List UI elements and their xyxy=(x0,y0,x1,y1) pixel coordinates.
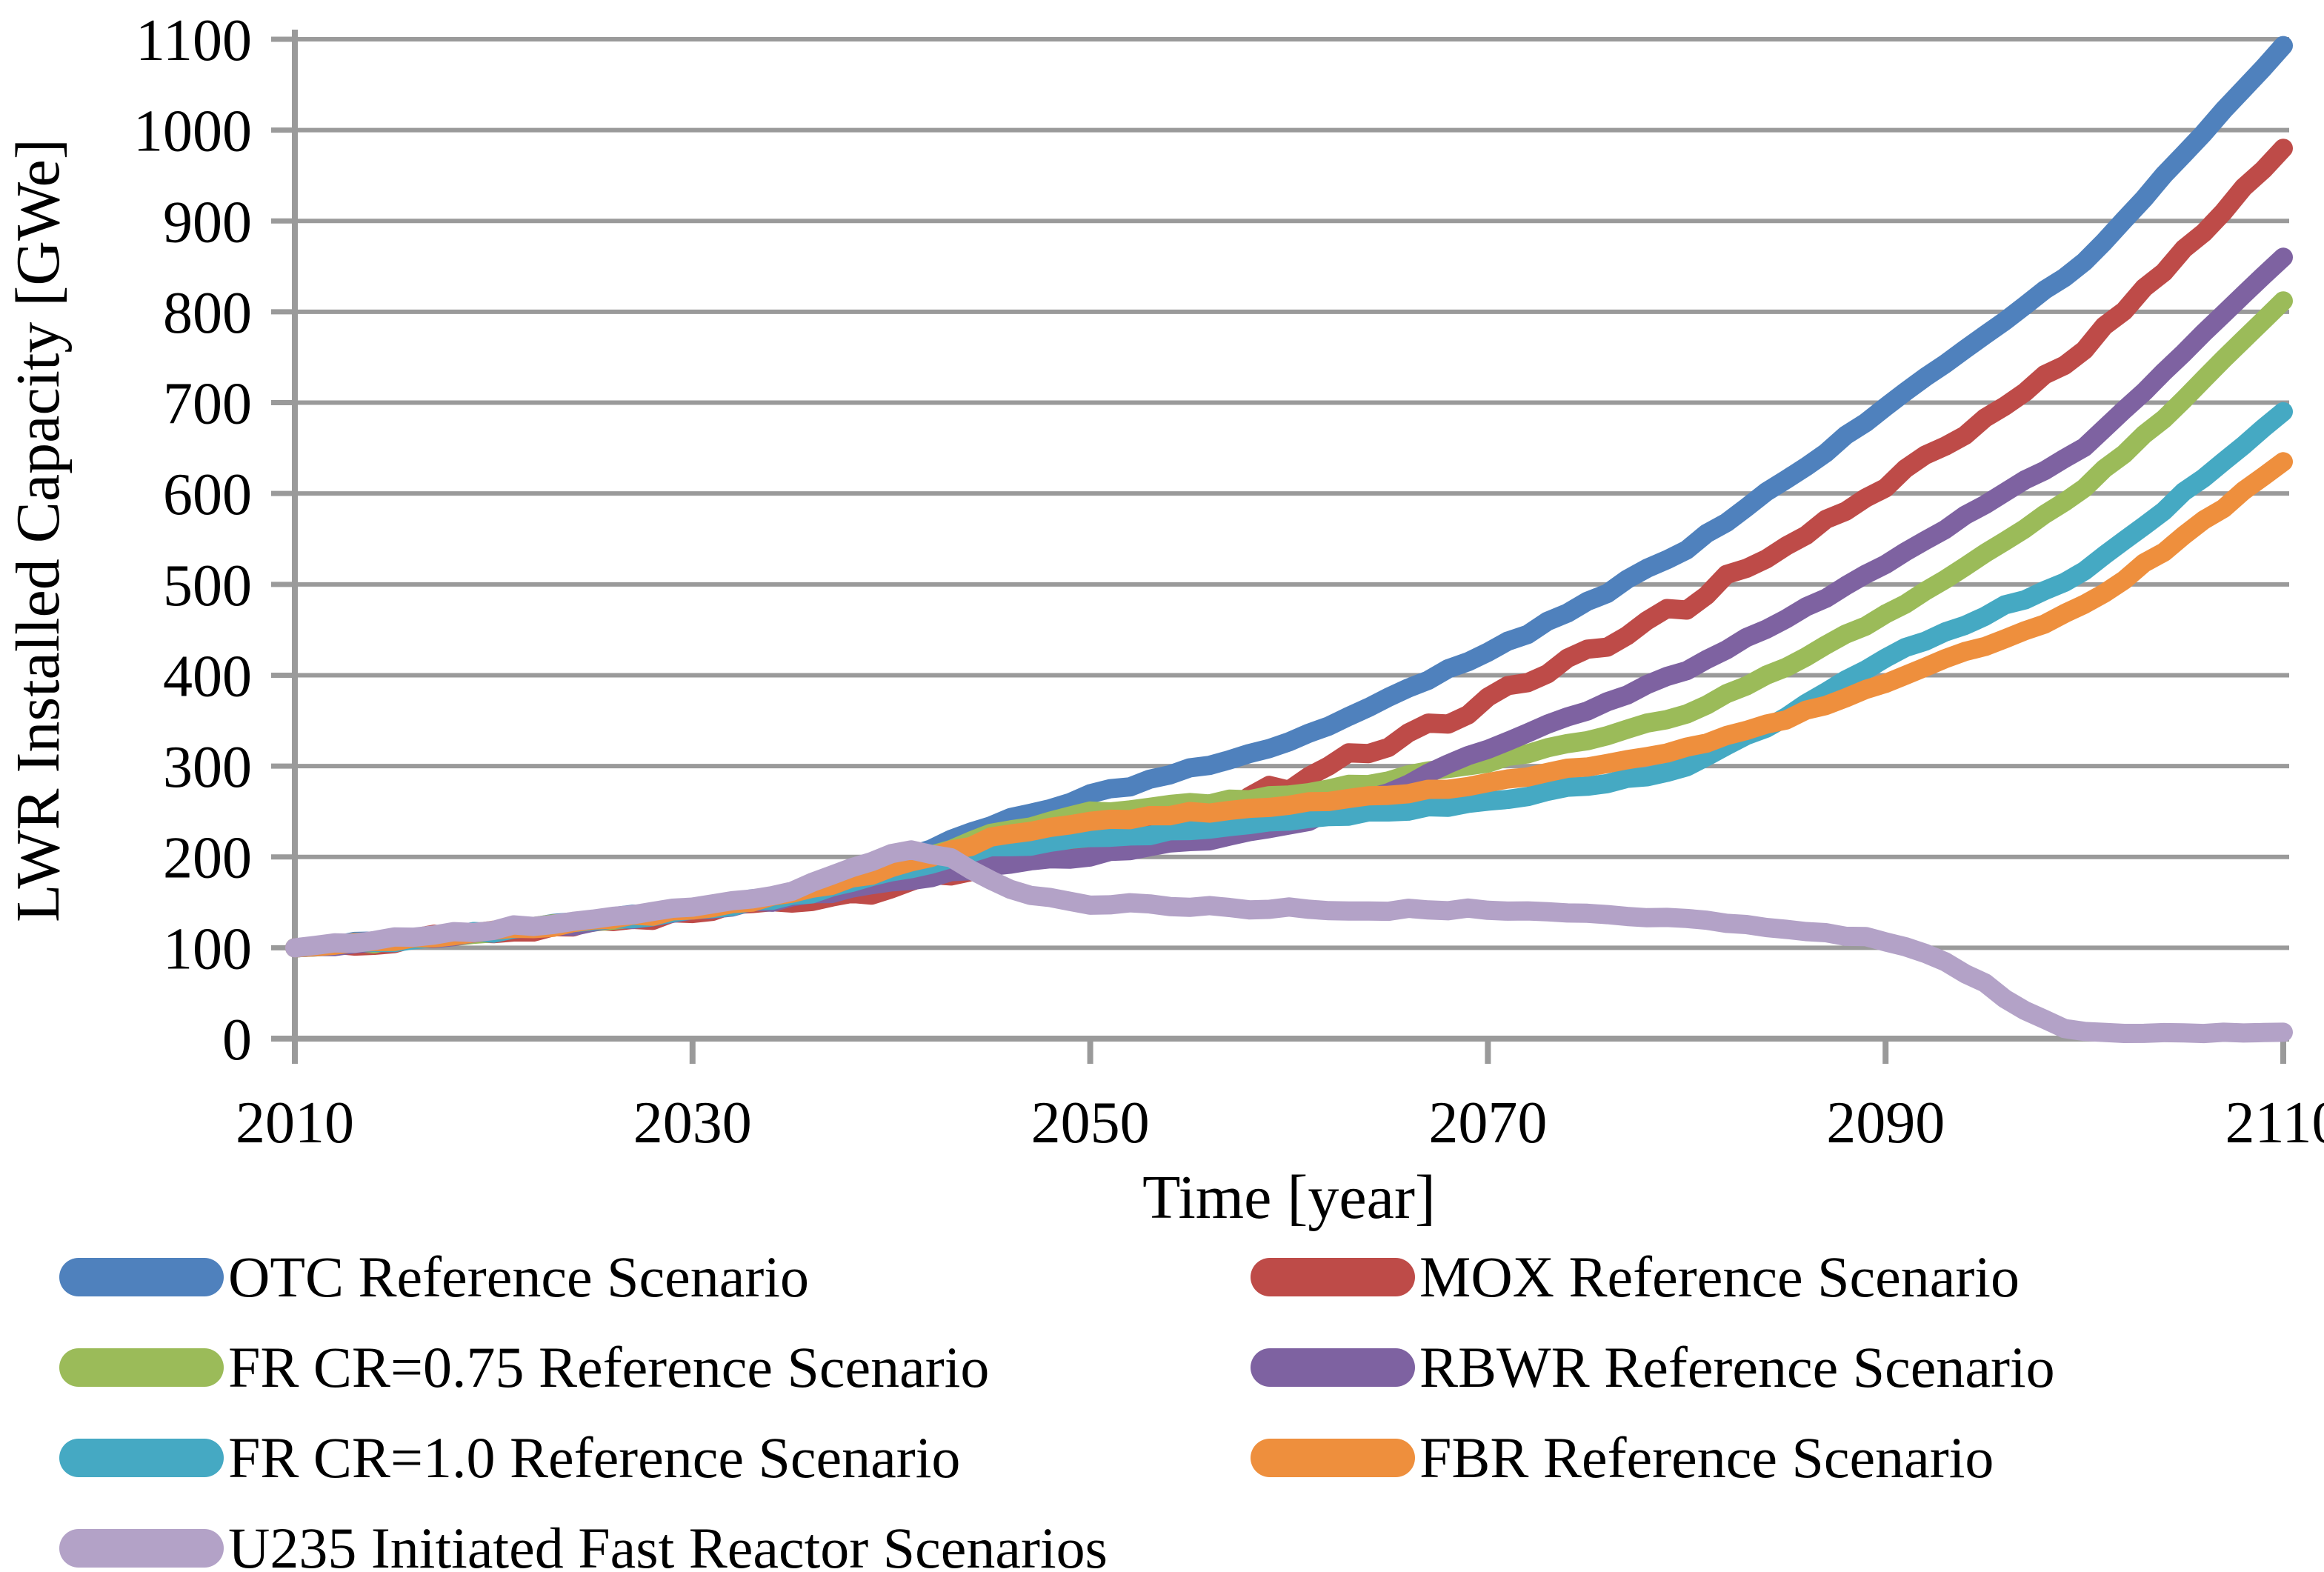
tick-label-x-2070: 2070 xyxy=(1428,1090,1547,1156)
legend-swatch-mox xyxy=(1251,1258,1415,1296)
legend-item: MOX Reference Scenario xyxy=(1251,1245,2020,1309)
tick-label-x-2050: 2050 xyxy=(1031,1090,1150,1156)
tick-label-y-900: 900 xyxy=(163,190,252,255)
legend-item: FR CR=0.75 Reference Scenario xyxy=(59,1335,990,1399)
tick-label-y-800: 800 xyxy=(163,281,252,346)
tick-label-y-300: 300 xyxy=(163,735,252,800)
legend-label-otc: OTC Reference Scenario xyxy=(228,1245,809,1309)
series-line-fbr-reference-scenario xyxy=(285,452,2293,958)
legend-label-u235: U235 Initiated Fast Reactor Scenarios xyxy=(228,1516,1108,1572)
legend-item: U235 Initiated Fast Reactor Scenarios xyxy=(59,1516,1108,1572)
tick-label-y-100: 100 xyxy=(163,916,252,982)
legend-item: OTC Reference Scenario xyxy=(59,1245,809,1309)
legend-swatch-u235 xyxy=(59,1529,224,1568)
tick-label-x-2110: 2110 xyxy=(2225,1090,2324,1156)
legend-label-fr-cr-075: FR CR=0.75 Reference Scenario xyxy=(228,1335,990,1399)
tick-label-x-2010: 2010 xyxy=(236,1090,354,1156)
legend-label-fbr: FBR Reference Scenario xyxy=(1419,1425,1994,1490)
y-axis-title: LWR Installed Capacity [GWe] xyxy=(4,139,73,922)
tick-label-x-2090: 2090 xyxy=(1826,1090,1945,1156)
tick-label-y-1100: 1100 xyxy=(136,8,252,73)
tick-label-y-0: 0 xyxy=(222,1008,252,1073)
legend-label-fr-cr-10: FR CR=1.0 Reference Scenario xyxy=(228,1425,961,1490)
legend-item: RBWR Reference Scenario xyxy=(1251,1335,2055,1399)
legend-label-mox: MOX Reference Scenario xyxy=(1419,1245,2020,1309)
tick-label-y-400: 400 xyxy=(163,644,252,709)
legend-swatch-fr-cr-10 xyxy=(59,1439,224,1477)
legend-item: FR CR=1.0 Reference Scenario xyxy=(59,1425,961,1490)
legend-label-rbwr: RBWR Reference Scenario xyxy=(1419,1335,2055,1399)
series-line-rbwr-reference-scenario xyxy=(285,247,2293,958)
tick-label-y-200: 200 xyxy=(163,826,252,891)
legend-swatch-rbwr xyxy=(1251,1348,1415,1387)
tick-label-y-600: 600 xyxy=(163,462,252,527)
x-axis-title: Time [year] xyxy=(1142,1163,1436,1232)
legend-item: FBR Reference Scenario xyxy=(1251,1425,1994,1490)
series-line-u235-initiated-fast-reactor-scenarios xyxy=(285,840,2293,1044)
legend-swatch-otc xyxy=(59,1258,224,1296)
tick-label-y-1000: 1000 xyxy=(133,99,252,164)
legend-swatch-fbr xyxy=(1251,1439,1415,1477)
tick-label-y-700: 700 xyxy=(163,372,252,437)
tick-label-y-500: 500 xyxy=(163,553,252,619)
tick-label-x-2030: 2030 xyxy=(633,1090,752,1156)
legend-swatch-fr-cr-075 xyxy=(59,1348,224,1387)
